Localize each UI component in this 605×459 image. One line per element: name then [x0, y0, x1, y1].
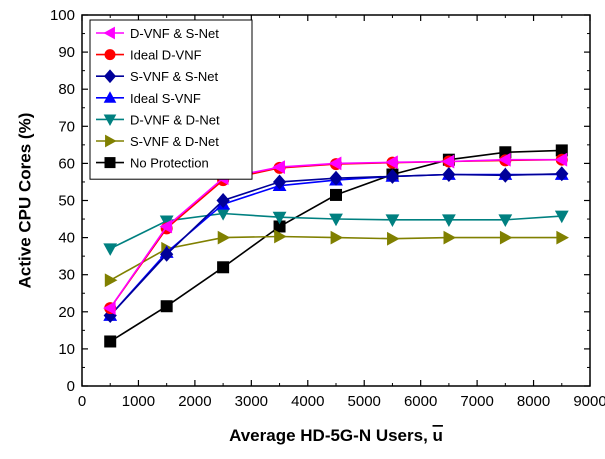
data-point	[441, 154, 455, 169]
x-tick-label: 2000	[178, 393, 211, 410]
series-s-vnf-d-net	[104, 229, 569, 288]
y-tick-label: 70	[58, 118, 75, 135]
data-point	[554, 152, 568, 167]
data-point	[498, 214, 513, 227]
legend-marker	[104, 157, 116, 169]
y-tick-label: 30	[58, 267, 75, 284]
data-point	[272, 211, 287, 225]
data-point	[330, 188, 342, 201]
data-point	[385, 155, 398, 170]
data-point	[556, 230, 569, 245]
x-tick-label: 0	[78, 393, 86, 410]
legend-label: S-VNF & S-Net	[130, 69, 219, 84]
legend-label: Ideal D-VNF	[130, 48, 202, 63]
x-axis-title: Average HD-5G-N Users, u	[229, 426, 443, 445]
axes: 0 1000 2000 3000 4000 5000 6000 7000 8000 9000 0 10…	[50, 7, 605, 410]
data-point	[330, 230, 344, 245]
data-point	[328, 156, 342, 171]
data-point	[329, 213, 343, 227]
legend-marker	[105, 134, 117, 148]
data-point	[555, 144, 568, 157]
data-point	[499, 230, 513, 245]
data-point	[160, 300, 173, 313]
legend-label: D-VNF & S-Net	[130, 26, 219, 41]
data-point	[274, 229, 287, 244]
legend-item: No Protection	[96, 156, 209, 171]
data-point	[104, 335, 117, 348]
x-tick-label: 8000	[517, 393, 550, 410]
x-tick-label: 5000	[348, 393, 381, 410]
x-axis-title-symbol: u	[433, 426, 443, 445]
legend-marker	[104, 49, 116, 61]
x-tick-label: 4000	[291, 393, 324, 410]
y-axis-title: Active CPU Cores (%)	[15, 113, 34, 289]
data-point	[217, 261, 230, 274]
legend-label: No Protection	[130, 156, 209, 171]
legend-marker	[103, 114, 117, 126]
data-point	[216, 193, 230, 208]
legend-item: Ideal D-VNF	[96, 48, 202, 63]
data-point	[104, 273, 118, 288]
data-point	[216, 208, 231, 221]
data-point	[442, 167, 456, 183]
series-d-vnf-d-net	[103, 208, 569, 256]
y-tick-label: 60	[58, 155, 75, 172]
data-point	[441, 214, 456, 227]
legend-label: S-VNF & D-Net	[130, 134, 219, 149]
legend-label: D-VNF & D-Net	[130, 112, 220, 127]
data-point	[329, 170, 343, 186]
data-point	[217, 230, 231, 245]
y-tick-label: 80	[58, 81, 75, 98]
x-tick-label: 7000	[460, 393, 493, 410]
legend-marker	[103, 26, 115, 40]
x-tick-label: 1000	[122, 393, 155, 410]
legend-item: S-VNF & S-Net	[96, 69, 219, 84]
y-tick-label: 50	[58, 193, 75, 210]
data-point	[498, 167, 512, 183]
legend-marker	[103, 91, 117, 103]
legend: D-VNF & S-Net Ideal D-VNF S-VNF & S-Net Ide…	[89, 19, 253, 180]
data-point	[159, 215, 174, 229]
y-tick-label: 90	[58, 44, 75, 61]
x-tick-label: 3000	[235, 393, 268, 410]
legend-box	[89, 19, 253, 180]
legend-label: Ideal S-VNF	[130, 91, 201, 106]
data-point	[272, 174, 287, 190]
plot-area	[103, 144, 569, 348]
legend-item: D-VNF & D-Net	[96, 112, 220, 127]
data-point	[273, 220, 286, 233]
data-point	[385, 214, 400, 227]
data-point	[103, 301, 116, 315]
legend-item: Ideal S-VNF	[96, 91, 201, 106]
y-tick-label: 100	[50, 7, 75, 24]
data-point	[385, 168, 400, 184]
data-point	[443, 230, 457, 245]
y-tick-label: 10	[58, 341, 75, 358]
data-point	[159, 219, 173, 234]
x-tick-label: 6000	[404, 393, 437, 410]
data-point	[554, 210, 569, 224]
y-tick-label: 20	[58, 304, 75, 321]
data-point	[387, 231, 400, 246]
y-tick-label: 40	[58, 230, 75, 247]
x-axis-title-text: Average HD-5G-N Users,	[229, 426, 432, 445]
legend-item: D-VNF & S-Net	[96, 26, 219, 41]
legend-marker	[103, 69, 117, 84]
data-point	[555, 166, 569, 182]
data-point	[103, 243, 118, 256]
legend-item: S-VNF & D-Net	[96, 134, 219, 149]
data-point	[272, 160, 285, 175]
data-point	[160, 246, 174, 262]
y-tick-label: 0	[67, 378, 75, 395]
x-tick-label: 9000	[573, 393, 605, 410]
data-point	[498, 152, 511, 167]
